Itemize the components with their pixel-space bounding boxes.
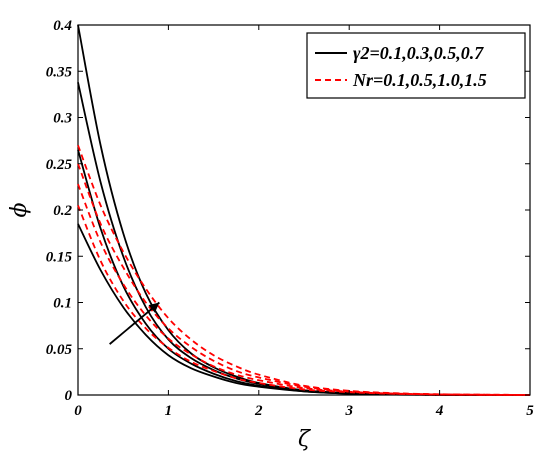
series-line-Nr-5 xyxy=(77,163,531,396)
y-tick-label: 0.15 xyxy=(46,249,73,265)
y-tick-label: 0.05 xyxy=(46,342,73,358)
x-tick-label: 1 xyxy=(165,403,173,419)
trend-arrow-head xyxy=(148,302,160,313)
x-axis-label: ζ xyxy=(298,427,312,452)
x-tick-label: 4 xyxy=(435,403,444,419)
y-tick-label: 0.1 xyxy=(53,296,72,312)
y-tick-label: 0.35 xyxy=(46,64,73,80)
ticks-layer xyxy=(77,24,531,396)
x-tick-label: 2 xyxy=(254,403,263,419)
series-line-Nr-6 xyxy=(77,183,531,396)
series-line-gamma2-1 xyxy=(77,82,531,396)
legend-label: Nr=0.1,0.5,1.0,1.5 xyxy=(352,70,487,90)
x-tick-label: 0 xyxy=(74,403,82,419)
legend-items: γ2=0.1,0.3,0.5,0.7 Nr=0.1,0.5,1.0,1.5 xyxy=(315,43,487,90)
y-axis-label: ϕ xyxy=(7,203,32,218)
legend-box xyxy=(306,32,526,99)
series-line-Nr-4 xyxy=(77,144,531,396)
series-line-gamma2-3 xyxy=(77,223,531,396)
plot-area xyxy=(77,24,531,396)
legend-label: γ2=0.1,0.3,0.5,0.7 xyxy=(353,43,484,63)
y-tick-label: 0.2 xyxy=(53,203,72,219)
series-layer xyxy=(77,24,531,396)
y-tick-label: 0.4 xyxy=(53,18,72,34)
x-tick-label: 3 xyxy=(344,403,353,419)
annotation-layer xyxy=(109,301,160,345)
y-tick-labels: 0 0.05 0.1 0.15 0.2 0.25 0.3 0.35 0.4 xyxy=(46,18,73,404)
series-line-gamma2-2 xyxy=(77,149,531,396)
y-tick-label: 0 xyxy=(65,388,73,404)
y-tick-label: 0.3 xyxy=(53,111,72,127)
trend-arrow-shaft xyxy=(109,301,160,345)
x-tick-labels: 0 1 2 3 4 5 xyxy=(74,403,534,419)
x-tick-label: 5 xyxy=(526,403,534,419)
series-line-Nr-7 xyxy=(77,205,531,396)
legend: γ2=0.1,0.3,0.5,0.7 Nr=0.1,0.5,1.0,1.5 xyxy=(306,32,526,99)
y-tick-label: 0.25 xyxy=(46,157,73,173)
